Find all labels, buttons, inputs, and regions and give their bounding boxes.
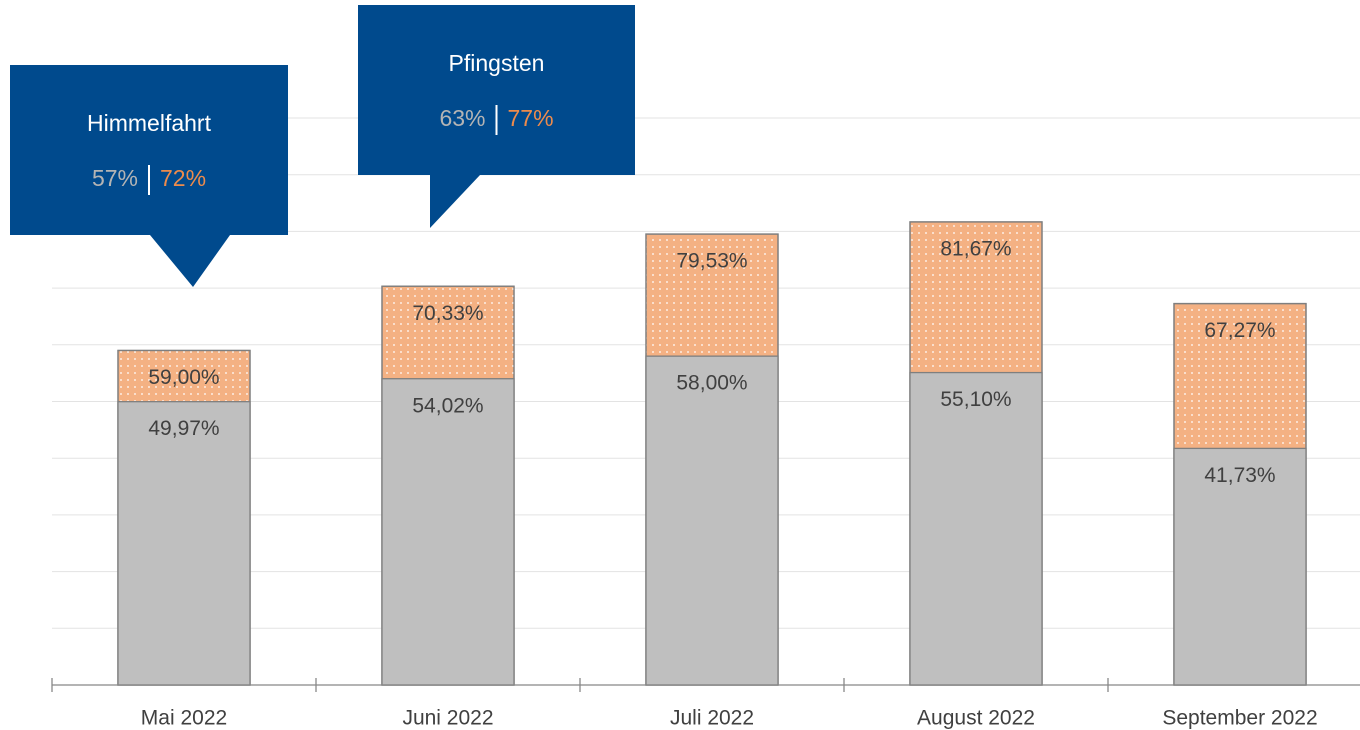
data-label: 59,00% [148,366,219,389]
callout-box [358,5,635,175]
callout-separator [495,105,498,135]
data-label: 81,67% [940,237,1011,260]
bar [117,401,251,686]
x-tick-label: September 2022 [1162,707,1317,730]
x-tick-label: August 2022 [917,707,1035,730]
data-label: 79,53% [676,250,747,273]
callout-value: 57% [92,165,138,191]
data-label: 58,00% [676,372,747,395]
callout-separator [148,165,150,195]
data-label: 41,73% [1204,464,1275,487]
callout-title: Himmelfahrt [87,110,212,136]
x-tick-label: Juli 2022 [670,707,754,730]
data-label: 67,27% [1204,319,1275,342]
callout-value: 72% [160,165,206,191]
data-label: 70,33% [412,302,483,325]
data-label: 55,10% [940,388,1011,411]
bar [645,355,779,686]
callout-title: Pfingsten [449,50,545,76]
callout-value: 63% [439,105,485,131]
callout-value: 77% [508,105,554,131]
x-tick-label: Mai 2022 [141,707,227,730]
data-label: 49,97% [148,417,219,440]
callout-pointer [150,235,230,287]
bar [909,371,1043,686]
bar [381,378,515,686]
bar [1173,447,1307,686]
callout-pointer [430,175,480,228]
data-label: 54,02% [412,394,483,417]
callout-box [10,65,288,235]
x-tick-label: Juni 2022 [402,707,493,730]
